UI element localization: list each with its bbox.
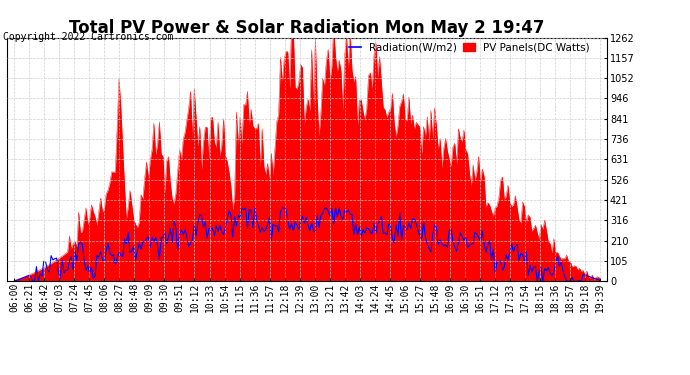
Title: Total PV Power & Solar Radiation Mon May 2 19:47: Total PV Power & Solar Radiation Mon May… <box>69 20 545 38</box>
Text: Copyright 2022 Cartronics.com: Copyright 2022 Cartronics.com <box>3 32 174 42</box>
Legend: Radiation(W/m2), PV Panels(DC Watts): Radiation(W/m2), PV Panels(DC Watts) <box>348 43 590 53</box>
